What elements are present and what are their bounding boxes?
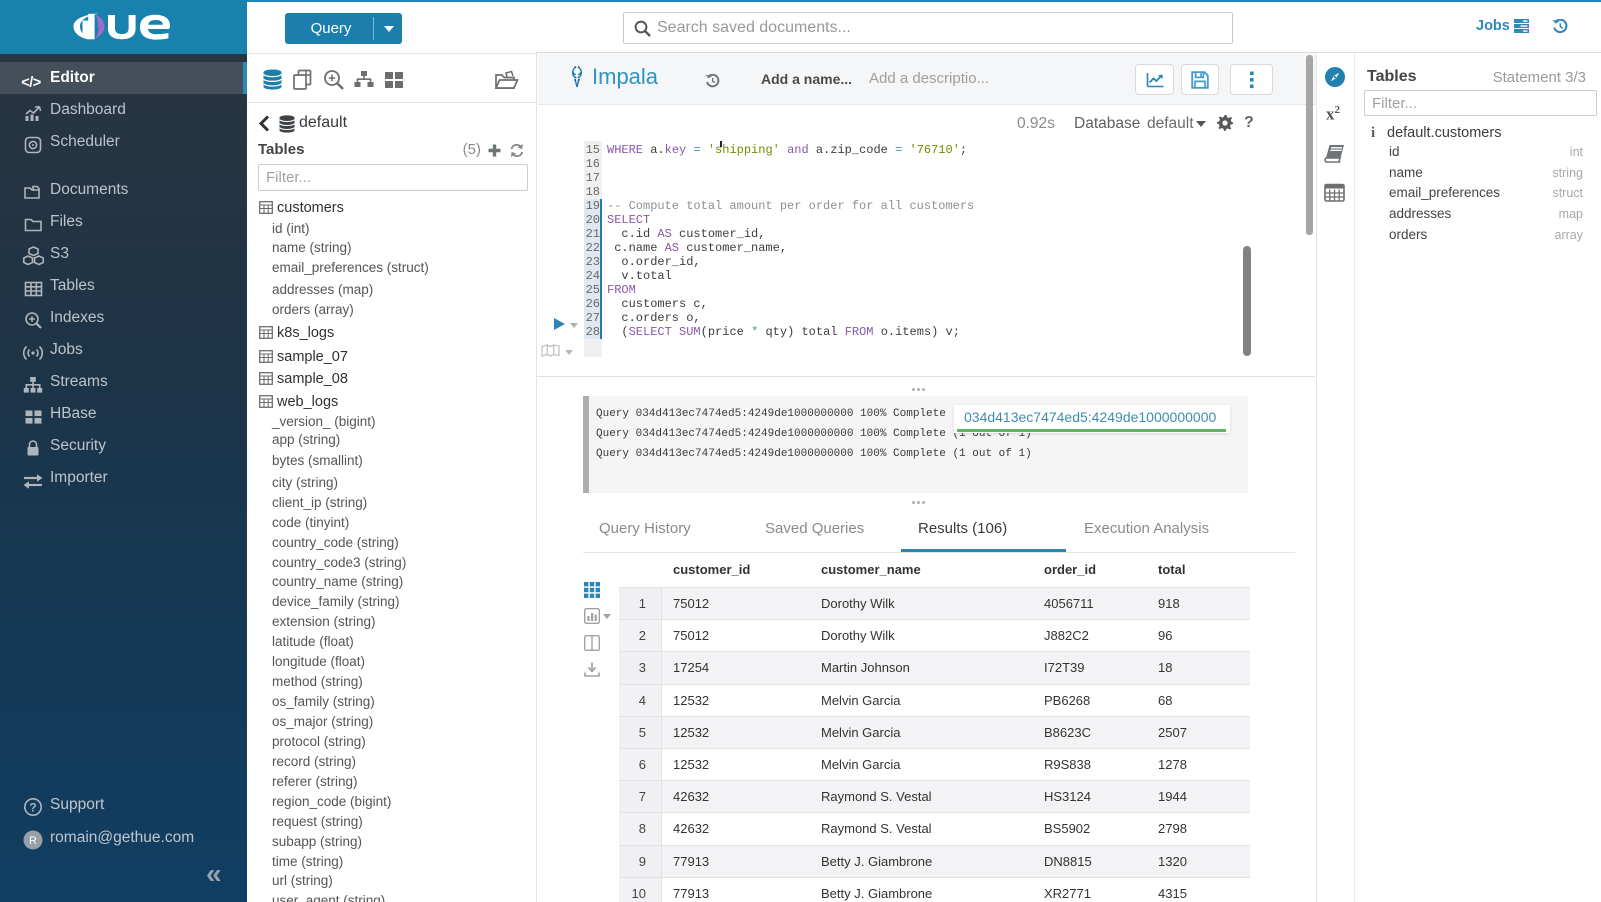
- svg-text:R: R: [29, 835, 37, 847]
- svg-text:?: ?: [29, 801, 36, 815]
